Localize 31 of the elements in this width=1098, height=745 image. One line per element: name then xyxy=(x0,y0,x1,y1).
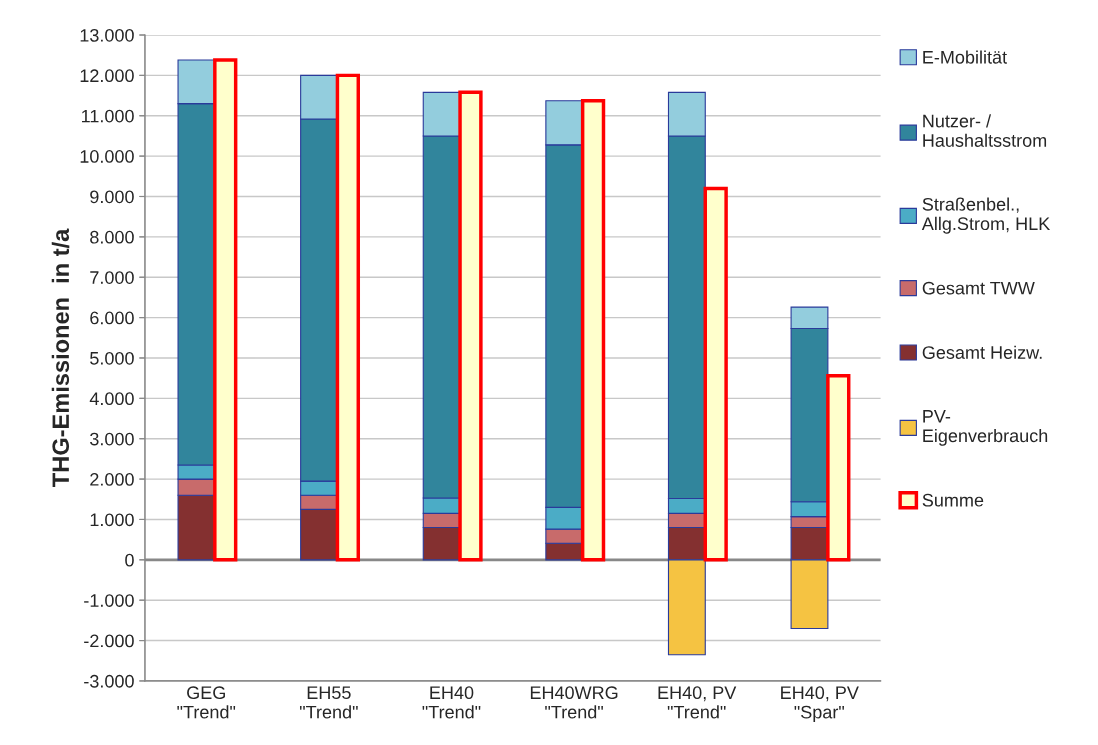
x-tick-label: EH40WRG "Trend" xyxy=(530,686,618,719)
y-axis-title: THG-Emissionen in t/a xyxy=(51,228,70,487)
x-tick-label: EH40, PV "Trend" xyxy=(658,686,737,719)
legend-label: PV- Eigenverbrauch xyxy=(923,410,1048,446)
y-tick-label: 5.000 xyxy=(90,351,134,365)
y-tick-label: 4.000 xyxy=(89,392,134,406)
y-tick-label: 2.000 xyxy=(90,473,134,486)
y-tick-label: 6.000 xyxy=(90,311,134,325)
y-tick-label: 9.000 xyxy=(90,190,134,204)
legend-label: E-Mobilität xyxy=(923,50,1007,64)
y-tick-label: 13.000 xyxy=(80,28,134,42)
y-tick-label: -1.000 xyxy=(84,594,134,607)
x-tick-label: EH40 "Trend" xyxy=(422,686,481,719)
y-tick-label: 8.000 xyxy=(90,230,134,244)
legend-label: Nutzer- / Haushaltsstrom xyxy=(923,114,1047,147)
y-tick-label: 10.000 xyxy=(80,150,134,163)
y-tick-label: 3.000 xyxy=(90,432,134,446)
legend-label: Gesamt Heizw. xyxy=(922,345,1042,359)
y-tick-label: 0 xyxy=(125,553,134,567)
x-tick-label: EH40, PV "Spar" xyxy=(781,686,859,723)
y-tick-label: -3.000 xyxy=(84,674,134,688)
y-tick-label: 7.000 xyxy=(90,271,134,284)
y-tick-label: 11.000 xyxy=(82,109,134,123)
legend-label: Gesamt TWW xyxy=(922,281,1035,295)
x-tick-label: EH55 "Trend" xyxy=(299,686,358,719)
legend-label: Straßenbel., Allg.Strom, HLK xyxy=(921,197,1051,234)
y-tick-label: -2.000 xyxy=(84,634,134,648)
y-tick-label: 12.000 xyxy=(80,69,134,83)
legend-label: Summe xyxy=(922,493,984,507)
x-tick-label: GEG "Trend" xyxy=(177,686,236,719)
y-tick-label: 1.000 xyxy=(90,513,134,527)
